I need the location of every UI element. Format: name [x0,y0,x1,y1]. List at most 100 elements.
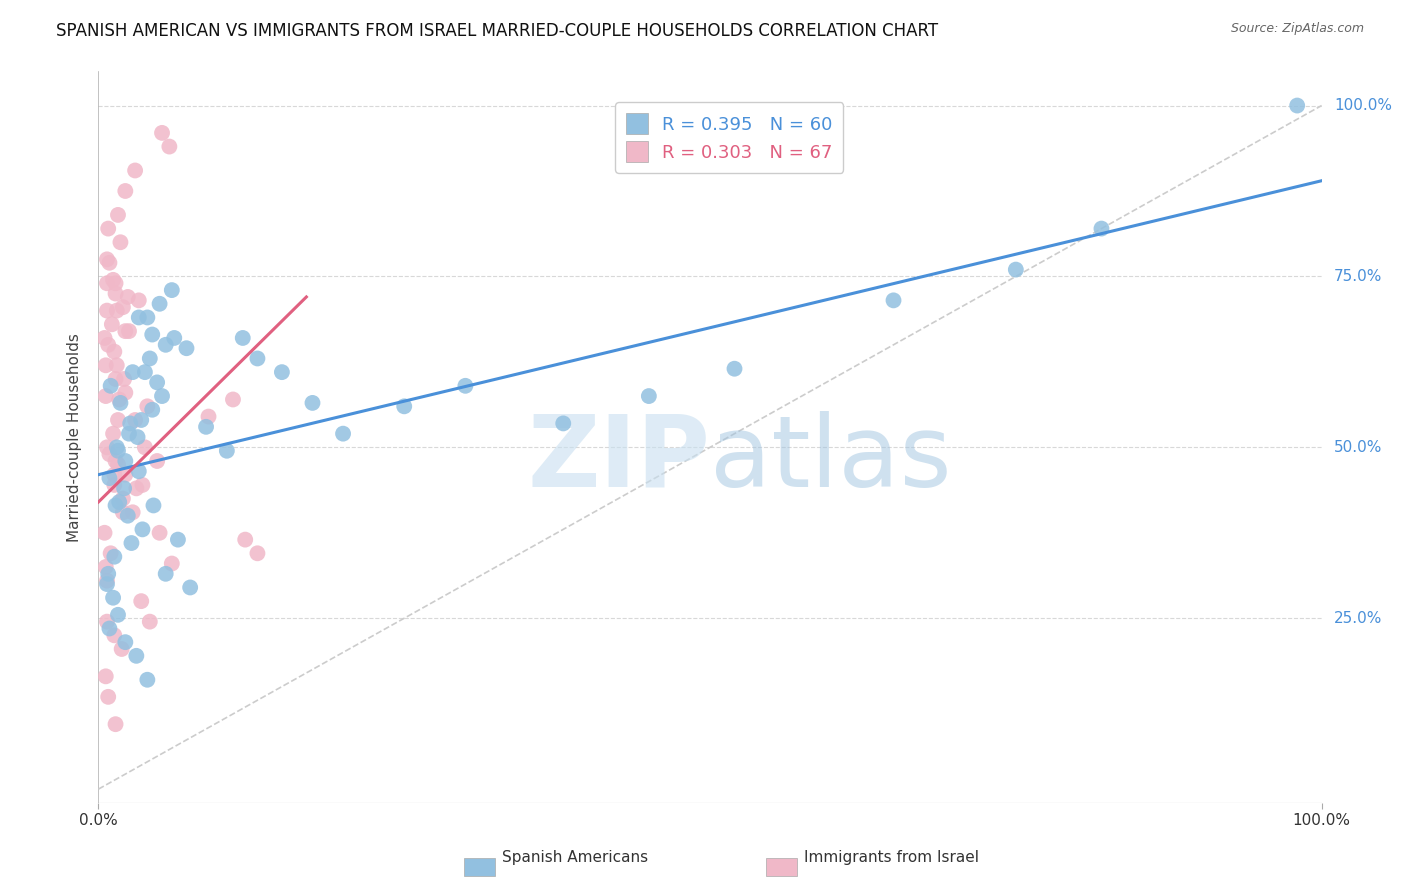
Point [114,324,136,338]
Point [120,417,142,431]
Point [96,303,118,318]
Point [103,344,125,359]
Point [110,235,132,250]
Y-axis label: Married-couple Households: Married-couple Households [67,333,83,541]
Point [112,481,135,495]
Point [97,338,120,352]
Point [332,426,354,441]
Point [100,379,122,393]
Point [150,126,173,140]
Point [155,338,177,352]
Point [1004,262,1026,277]
Point [134,365,156,379]
Point [103,467,125,482]
Point [160,557,183,571]
Point [215,443,238,458]
Point [125,481,148,495]
Point [98,471,121,485]
Point [118,426,141,441]
Point [454,379,477,393]
Point [553,417,575,431]
Text: 50.0%: 50.0% [1334,440,1382,455]
Point [100,546,122,560]
Point [124,413,146,427]
Text: 75.0%: 75.0% [1334,268,1382,284]
Point [125,648,148,663]
Point [883,293,905,308]
Point [1090,221,1112,235]
Point [94,560,117,574]
Point [104,277,127,291]
Point [112,372,135,386]
Text: Immigrants from Israel: Immigrants from Israel [804,850,979,865]
Point [301,396,323,410]
Point [93,525,115,540]
Point [117,508,139,523]
Text: Source: ZipAtlas.com: Source: ZipAtlas.com [1230,22,1364,36]
Point [179,581,201,595]
Point [101,591,124,605]
Point [96,440,118,454]
Point [129,413,152,427]
Point [128,464,150,478]
Point [105,359,128,373]
Point [98,256,121,270]
Point [105,303,128,318]
Text: SPANISH AMERICAN VS IMMIGRANTS FROM ISRAEL MARRIED-COUPLE HOUSEHOLDS CORRELATION: SPANISH AMERICAN VS IMMIGRANTS FROM ISRA… [56,22,938,40]
Text: 100.0%: 100.0% [1334,98,1392,113]
Point [96,615,118,629]
Point [110,396,132,410]
Point [176,341,198,355]
Point [163,331,186,345]
Point [111,642,134,657]
Point [108,392,131,407]
Point [103,549,125,564]
Point [392,400,416,414]
Point [160,283,183,297]
Point [101,426,124,441]
Point [127,430,149,444]
Point [105,440,128,454]
Point [93,331,115,345]
Point [129,594,152,608]
Text: atlas: atlas [710,410,952,508]
Point [114,467,136,482]
Point [103,628,125,642]
Point [94,359,117,373]
Point [131,522,153,536]
Point [114,385,136,400]
Point [121,505,143,519]
Point [111,491,134,506]
Point [107,458,129,472]
Point [136,310,159,325]
Point [128,310,150,325]
Point [94,389,117,403]
Point [117,290,139,304]
Point [233,533,256,547]
Point [104,286,127,301]
Point [139,615,162,629]
Point [108,495,131,509]
Point [104,454,127,468]
Point [157,139,180,153]
Point [111,505,134,519]
Point [131,478,153,492]
Point [118,324,141,338]
Point [146,454,169,468]
Point [246,351,269,366]
Point [142,499,165,513]
Point [96,577,118,591]
Legend: R = 0.395   N = 60, R = 0.303   N = 67: R = 0.395 N = 60, R = 0.303 N = 67 [614,103,844,173]
Point [141,327,163,342]
Point [155,566,177,581]
Point [195,420,218,434]
Point [107,607,129,622]
Point [94,669,117,683]
Point [134,440,156,454]
Point [96,277,118,291]
Point [146,376,169,390]
Point [107,413,129,427]
Point [124,163,146,178]
Text: Spanish Americans: Spanish Americans [502,850,648,865]
Point [637,389,661,403]
